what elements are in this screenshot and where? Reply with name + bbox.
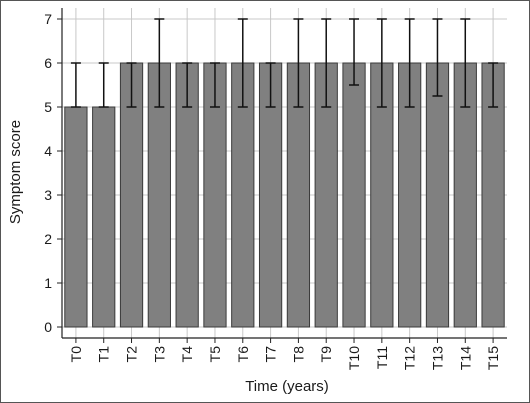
error-bar [154, 18, 165, 108]
error-bar [404, 18, 415, 108]
error-bar [321, 18, 332, 108]
y-tick-labels: 0 1 2 3 4 5 6 7 [44, 11, 62, 335]
bar [342, 62, 366, 328]
error-bar [488, 62, 499, 108]
x-tick-label: T14 [457, 346, 473, 370]
y-tick-label: 3 [44, 187, 52, 203]
x-tick-label: T9 [318, 346, 334, 363]
x-axis-title: Time (years) [245, 378, 329, 395]
y-tick-label: 6 [44, 55, 52, 71]
y-tick-label: 7 [44, 11, 52, 27]
y-tick-label: 2 [44, 231, 52, 247]
error-bar [265, 62, 276, 108]
y-axis-title: Symptom score [7, 120, 24, 224]
bar [64, 106, 88, 328]
x-tick-label: T8 [290, 346, 306, 363]
x-tick-label: T4 [179, 346, 195, 363]
x-tick-label: T11 [374, 346, 390, 369]
x-tick-label: T5 [207, 346, 223, 363]
y-tick-label: 4 [44, 143, 52, 159]
error-bar [126, 62, 137, 108]
error-bar [182, 62, 193, 108]
x-tick-label: T13 [429, 346, 445, 370]
y-tick-label: 0 [44, 319, 52, 335]
error-bar [98, 62, 109, 108]
y-tick-label: 5 [44, 99, 52, 115]
x-tick-labels: T0 T1 T2 T3 T4 T5 T6 T7 T8 T9 T10 T11 T12 T13 T14 T15 [68, 338, 501, 370]
x-tick-label: T12 [402, 346, 418, 370]
x-tick-label: T7 [263, 346, 279, 363]
error-bar [432, 18, 443, 97]
x-tick-label: T2 [124, 346, 140, 363]
error-bar [293, 18, 304, 108]
x-tick-label: T10 [346, 346, 362, 370]
x-tick-label: T6 [235, 346, 251, 363]
error-bar [460, 18, 471, 108]
y-tick-label: 1 [44, 275, 52, 291]
error-bars [70, 18, 499, 108]
x-tick-label: T3 [151, 346, 167, 363]
error-bar [70, 62, 81, 108]
error-bar [237, 18, 248, 108]
x-tick-label: T1 [96, 346, 112, 363]
error-bar [349, 18, 360, 86]
bars [64, 62, 505, 328]
error-bar [376, 18, 387, 108]
error-bar [209, 62, 220, 108]
bar [425, 62, 450, 328]
x-tick-label: T15 [485, 346, 501, 370]
x-tick-label: T0 [68, 346, 84, 363]
bar [92, 106, 116, 328]
